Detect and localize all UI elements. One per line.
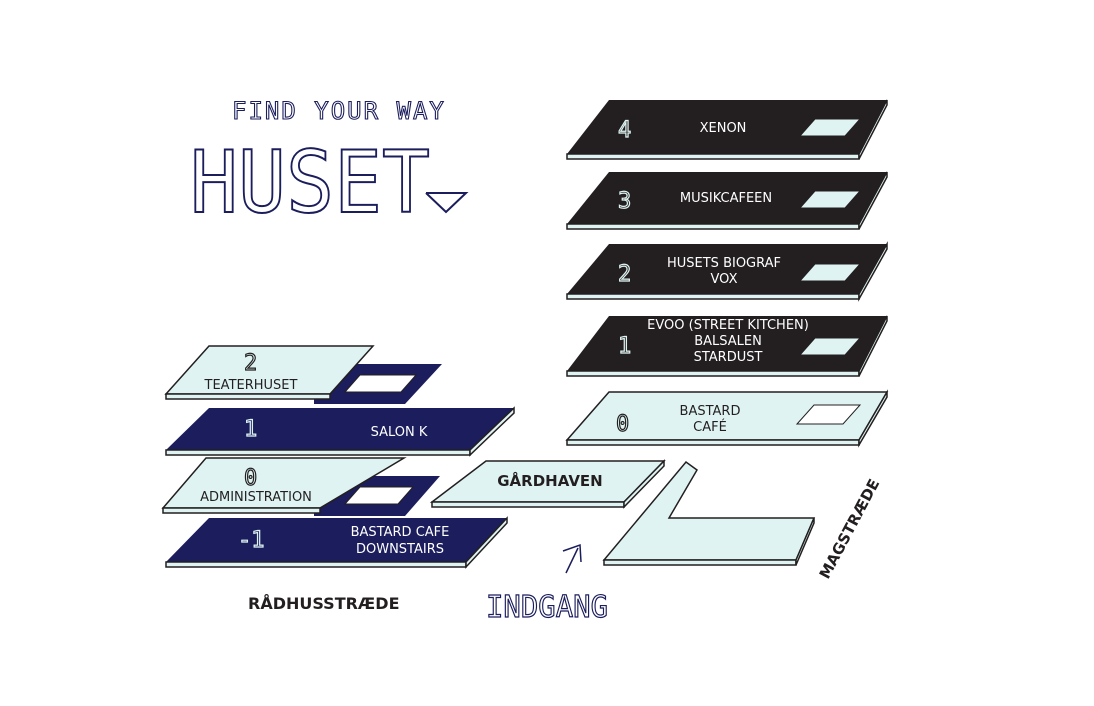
floor-number: 2	[618, 262, 631, 287]
stairs-icon	[798, 263, 862, 282]
floor-1-evoo[interactable]: 1 EVOO (STREET KITCHEN) BALSALEN STARDUS…	[566, 315, 888, 377]
stairs-icon	[795, 404, 862, 425]
floor-number: 1	[244, 417, 257, 442]
stairs-icon	[798, 190, 862, 209]
page-title: HUSET	[190, 133, 430, 233]
floor-3-musikcafeen[interactable]: 3 MUSIKCAFEEN	[566, 171, 888, 230]
floor-minus1-bastard-downstairs[interactable]: -1 BASTARD CAFE DOWNSTAIRS	[165, 516, 508, 569]
floor-1-salon-k[interactable]: 1 SALON K	[165, 406, 515, 457]
courtyard-label: GÅRDHAVEN	[497, 471, 602, 490]
floor-2-biograf[interactable]: 2 HUSETS BIOGRAF VOX	[566, 241, 888, 302]
street-label-magstraede: MAGSTRÆDE	[816, 476, 884, 582]
floor-label: STARDUST	[694, 350, 763, 365]
floor-0-administration[interactable]: 0 ADMINISTRATION	[161, 457, 440, 516]
floor-label: ADMINISTRATION	[200, 490, 312, 505]
passage-to-magstraede	[602, 460, 816, 566]
floor-number: -1	[238, 528, 265, 553]
chevron-down-icon	[425, 192, 469, 214]
floor-label: DOWNSTAIRS	[356, 542, 444, 557]
floor-label: BASTARD CAFE	[351, 525, 450, 540]
floor-number: 0	[616, 412, 629, 437]
floor-label: TEATERHUSET	[204, 378, 298, 393]
floor-label: EVOO (STREET KITCHEN)	[647, 318, 809, 333]
floor-0-bastard-cafe[interactable]: 0 BASTARD CAFÉ	[565, 389, 889, 448]
entrance-arrow-icon	[562, 543, 582, 574]
right-stack: 4 XENON 3 MUSIKCAFEEN 2 HUSETS BIOGRAF V…	[565, 99, 889, 448]
floor-label: XENON	[700, 121, 747, 136]
floor-label: SALON K	[371, 425, 428, 440]
floor-number: 0	[244, 466, 257, 491]
courtyard-gardhaven[interactable]: GÅRDHAVEN	[429, 459, 666, 509]
floor-number: 3	[618, 189, 631, 214]
floor-label: CAFÉ	[693, 419, 727, 435]
floor-number: 2	[244, 351, 257, 376]
floor-label: VOX	[711, 272, 738, 287]
floor-label: BASTARD	[680, 404, 741, 419]
tagline: FIND YOUR WAY	[232, 97, 446, 125]
stairs-icon	[343, 374, 418, 393]
left-stack: 2 TEATERHUSET 1 SALON K 0 ADMINISTRATION…	[161, 345, 515, 569]
stairs-icon	[343, 486, 415, 505]
floor-number: 4	[618, 118, 631, 143]
floor-number: 1	[618, 334, 631, 359]
floor-label: HUSETS BIOGRAF	[667, 256, 781, 271]
street-label-raadhusstraede: RÅDHUSSTRÆDE	[248, 594, 400, 613]
entrance-label[interactable]: INDGANG	[485, 589, 608, 625]
floor-2-teaterhuset[interactable]: 2 TEATERHUSET	[164, 345, 442, 404]
floor-4-xenon[interactable]: 4 XENON	[566, 99, 888, 160]
stairs-icon	[798, 337, 862, 356]
stairs-icon	[798, 118, 862, 137]
floor-label: BALSALEN	[694, 334, 762, 349]
floor-label: MUSIKCAFEEN	[680, 191, 772, 206]
